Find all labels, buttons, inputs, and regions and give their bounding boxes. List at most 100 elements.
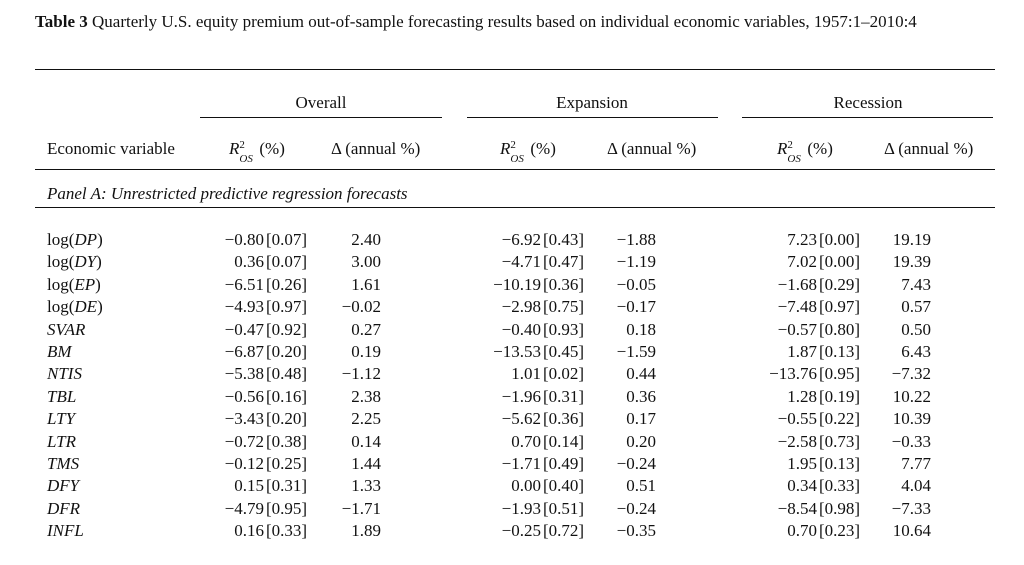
cell-o-r: −3.43 [224, 409, 264, 428]
cell-r-r: 1.95 [787, 454, 817, 473]
cell-e-d: −1.59 [616, 342, 656, 361]
r2-symbol: R [777, 139, 788, 158]
cell-r-p: [0.98] [819, 499, 861, 518]
row-variable-name: log(DE) [47, 297, 103, 316]
cell-e-p: [0.45] [543, 342, 585, 361]
cell-e-r: −5.62 [501, 409, 541, 428]
cell-o-r: −6.51 [224, 275, 264, 294]
r2-sub: OS [239, 153, 253, 165]
cell-o-d: −1.12 [341, 364, 381, 383]
cell-e-d: −1.19 [616, 252, 656, 271]
cell-r-r: −8.54 [777, 499, 817, 518]
cell-e-d: −1.88 [616, 230, 656, 249]
cell-e-p: [0.31] [543, 387, 585, 406]
col-overall-r2: R 2 OS (%) [229, 139, 285, 165]
cell-e-d: 0.36 [626, 387, 656, 406]
r2-symbol: R [500, 139, 511, 158]
cell-e-p: [0.51] [543, 499, 585, 518]
cell-o-r: −6.87 [224, 342, 264, 361]
cell-r-r: −0.55 [777, 409, 817, 428]
cell-e-r: −2.98 [501, 297, 541, 316]
cell-e-p: [0.93] [543, 320, 585, 339]
cell-r-d: 4.04 [901, 476, 931, 495]
cell-r-p: [0.13] [819, 342, 861, 361]
cell-o-p: [0.07] [266, 230, 308, 249]
panel-rule [35, 207, 995, 208]
row-variable-name: DFR [47, 499, 81, 518]
row-variable-name: NTIS [47, 364, 82, 383]
col-expansion-delta: Δ (annual %) [607, 139, 697, 158]
cell-o-p: [0.33] [266, 521, 308, 540]
row-variable-name: LTY [47, 409, 76, 428]
cell-r-p: [0.80] [819, 320, 861, 339]
cell-o-d: 0.19 [351, 342, 381, 361]
cell-o-r: −0.80 [224, 230, 264, 249]
cell-o-p: [0.48] [266, 364, 308, 383]
cell-e-d: 0.51 [626, 476, 656, 495]
cell-o-d: 2.40 [351, 230, 381, 249]
cell-r-p: [0.73] [819, 432, 861, 451]
cell-e-d: −0.24 [616, 499, 656, 518]
cell-e-p: [0.47] [543, 252, 585, 271]
cell-e-p: [0.43] [543, 230, 585, 249]
cell-r-r: 0.70 [787, 521, 817, 540]
cell-r-d: −7.33 [891, 499, 931, 518]
cell-o-d: 1.33 [351, 476, 381, 495]
cell-o-p: [0.20] [266, 342, 308, 361]
row-variable-name: BM [47, 342, 72, 361]
cell-o-d: −1.71 [341, 499, 381, 518]
panel-label: Panel A: Unrestricted predictive regress… [47, 184, 408, 203]
table-label: Table 3 [35, 12, 88, 31]
col-overall-delta: Δ (annual %) [331, 139, 421, 158]
cell-o-p: [0.95] [266, 499, 308, 518]
r2-sub: OS [510, 153, 524, 165]
cell-e-r: −6.92 [501, 230, 541, 249]
cell-e-p: [0.72] [543, 521, 585, 540]
table-caption: Table 3 Quarterly U.S. equity premium ou… [35, 11, 1000, 33]
cell-r-d: 10.22 [892, 387, 931, 406]
cell-r-r: 7.23 [787, 230, 817, 249]
cell-o-p: [0.20] [266, 409, 308, 428]
row-variable-name: TBL [47, 387, 77, 406]
row-variable-name: log(DP) [47, 230, 103, 249]
cell-e-p: [0.40] [543, 476, 585, 495]
r2-sub: OS [787, 153, 801, 165]
cell-e-p: [0.14] [543, 432, 585, 451]
cell-o-p: [0.26] [266, 275, 308, 294]
cell-o-r: 0.36 [234, 252, 264, 271]
cell-r-p: [0.19] [819, 387, 861, 406]
cell-o-r: −4.79 [224, 499, 264, 518]
cell-e-p: [0.36] [543, 275, 585, 294]
cell-o-p: [0.31] [266, 476, 308, 495]
cell-r-r: −0.57 [777, 320, 817, 339]
cell-r-d: 0.50 [901, 320, 931, 339]
cell-r-r: 1.28 [787, 387, 817, 406]
cell-r-r: 0.34 [787, 476, 817, 495]
cell-r-d: 6.43 [901, 342, 931, 361]
group-recession: Recession [833, 93, 903, 112]
cell-r-d: 7.43 [901, 275, 931, 294]
cell-e-r: −0.40 [501, 320, 541, 339]
col-expansion-r2: R 2 OS (%) [500, 139, 556, 165]
cell-o-p: [0.07] [266, 252, 308, 271]
table-title: Quarterly U.S. equity premium out-of-sam… [92, 12, 917, 31]
cell-e-d: 0.18 [626, 320, 656, 339]
cell-r-d: 10.39 [892, 409, 931, 428]
cell-r-p: [0.97] [819, 297, 861, 316]
r2-unit: (%) [530, 139, 556, 158]
group-rule-recession [742, 117, 993, 118]
cell-o-r: −0.56 [224, 387, 264, 406]
cell-e-d: −0.05 [616, 275, 656, 294]
cell-e-d: 0.20 [626, 432, 656, 451]
cell-e-r: −4.71 [501, 252, 541, 271]
r2-sup: 2 [239, 139, 245, 151]
cell-r-d: −7.32 [891, 364, 931, 383]
cell-r-p: [0.00] [819, 252, 861, 271]
cell-r-p: [0.23] [819, 521, 861, 540]
cell-e-d: −0.24 [616, 454, 656, 473]
cell-o-r: −5.38 [224, 364, 264, 383]
cell-e-d: 0.17 [626, 409, 656, 428]
cell-o-p: [0.38] [266, 432, 308, 451]
cell-r-p: [0.22] [819, 409, 861, 428]
cell-o-d: 0.14 [351, 432, 381, 451]
